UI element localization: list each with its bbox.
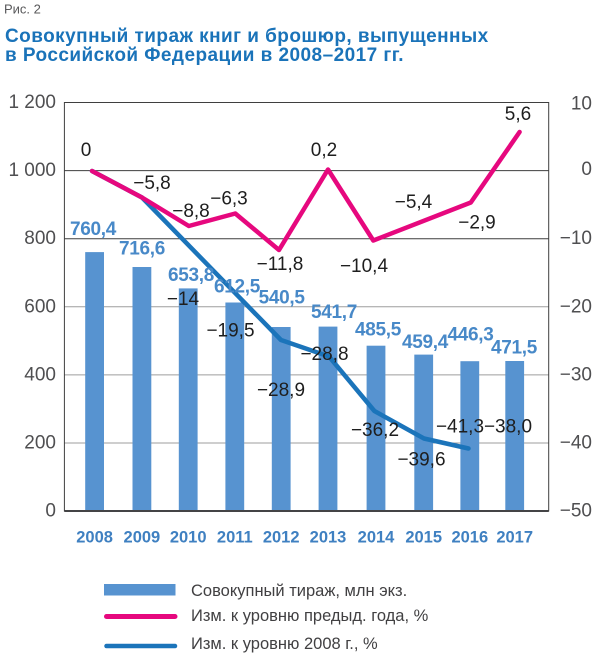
svg-text:2010: 2010	[170, 529, 207, 547]
svg-text:−8,8: −8,8	[172, 201, 210, 222]
svg-text:−6,3: −6,3	[210, 189, 248, 210]
svg-text:653,8: 653,8	[168, 265, 214, 286]
svg-text:−19,5: −19,5	[206, 321, 254, 342]
svg-text:−5,8: −5,8	[133, 173, 171, 194]
svg-text:471,5: 471,5	[491, 338, 538, 359]
svg-text:2016: 2016	[451, 529, 488, 547]
svg-text:2017: 2017	[496, 529, 533, 547]
svg-text:541,7: 541,7	[311, 302, 357, 323]
svg-text:−40: −40	[560, 433, 592, 454]
svg-text:−5,4: −5,4	[395, 192, 433, 213]
svg-text:в Российской Федерации в 2008–: в Российской Федерации в 2008–2017 гг.	[5, 45, 404, 66]
svg-text:−28,8: −28,8	[300, 344, 348, 365]
svg-text:−39,6: −39,6	[397, 450, 445, 471]
svg-text:2012: 2012	[263, 529, 300, 547]
svg-text:446,3: 446,3	[447, 325, 493, 346]
svg-text:800: 800	[24, 228, 56, 249]
svg-text:2008: 2008	[76, 529, 113, 547]
svg-text:459,4: 459,4	[402, 332, 449, 353]
svg-text:−50: −50	[560, 501, 592, 522]
svg-text:Совокупный тираж, млн экз.: Совокупный тираж, млн экз.	[191, 582, 407, 600]
svg-text:−30: −30	[560, 364, 592, 385]
svg-text:600: 600	[24, 296, 56, 317]
svg-text:−28,9: −28,9	[257, 380, 305, 401]
svg-text:2015: 2015	[405, 529, 442, 547]
svg-text:Совокупный тираж книг и брошюр: Совокупный тираж книг и брошюр, выпущенн…	[5, 26, 489, 47]
svg-text:10: 10	[571, 94, 592, 115]
svg-text:400: 400	[24, 364, 56, 385]
svg-text:716,6: 716,6	[119, 239, 165, 260]
svg-text:540,5: 540,5	[259, 288, 306, 309]
svg-text:0,2: 0,2	[311, 140, 337, 161]
svg-text:2011: 2011	[217, 529, 253, 547]
svg-text:5,6: 5,6	[505, 104, 531, 125]
svg-text:−10,4: −10,4	[340, 256, 389, 277]
svg-text:−20: −20	[560, 296, 592, 317]
svg-text:Рис. 2: Рис. 2	[4, 2, 41, 17]
svg-text:200: 200	[24, 433, 56, 454]
svg-text:485,5: 485,5	[355, 320, 402, 341]
svg-text:Изм. к уровню предыд. года, %: Изм. к уровню предыд. года, %	[191, 607, 429, 625]
svg-text:2009: 2009	[124, 529, 161, 547]
svg-text:−41,3: −41,3	[436, 417, 484, 438]
svg-text:−11,8: −11,8	[257, 254, 304, 275]
svg-text:−38,0: −38,0	[484, 417, 532, 438]
svg-text:1 000: 1 000	[8, 160, 56, 181]
svg-text:Изм. к уровню 2008 г., %: Изм. к уровню 2008 г., %	[191, 635, 378, 653]
svg-text:−2,9: −2,9	[458, 213, 496, 234]
svg-text:0: 0	[81, 140, 92, 161]
svg-text:2014: 2014	[358, 529, 396, 547]
svg-text:612,5: 612,5	[214, 277, 261, 298]
svg-text:−10: −10	[560, 228, 592, 249]
svg-text:1 200: 1 200	[8, 92, 56, 113]
svg-text:−36,2: −36,2	[351, 420, 399, 441]
svg-text:−14: −14	[167, 289, 200, 310]
svg-text:760,4: 760,4	[70, 219, 117, 240]
svg-text:2013: 2013	[310, 529, 347, 547]
svg-text:0: 0	[581, 159, 592, 180]
svg-text:0: 0	[45, 501, 56, 522]
